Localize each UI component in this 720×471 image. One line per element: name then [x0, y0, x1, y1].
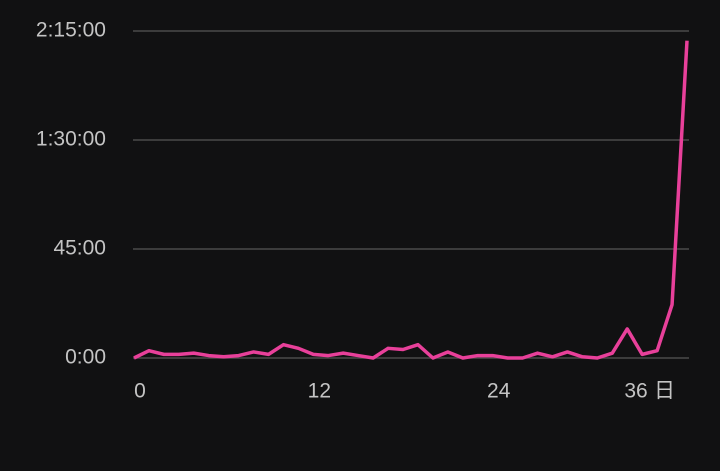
x-tick-label: 36 [624, 380, 647, 403]
y-tick-label: 0:00 [65, 346, 106, 369]
data-line [133, 40, 689, 360]
x-tick-label: 0 [134, 380, 146, 403]
x-axis-label: 日 [654, 380, 675, 403]
y-tick-label: 2:15:00 [36, 19, 106, 42]
x-tick-label: 24 [487, 380, 511, 403]
x-tick-label: 12 [308, 380, 331, 403]
y-tick-label: 1:30:00 [36, 128, 106, 151]
y-tick-label: 45:00 [53, 237, 106, 260]
